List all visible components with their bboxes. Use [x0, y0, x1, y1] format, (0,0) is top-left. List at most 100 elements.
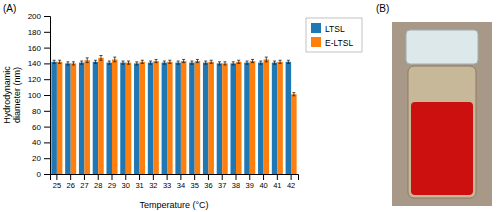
- x-tick-label: 37: [218, 181, 226, 190]
- error-bar-cap: [108, 64, 111, 65]
- error-bar-line: [252, 59, 253, 62]
- error-bar: [66, 62, 69, 65]
- x-tick-mark: [125, 174, 126, 180]
- error-bar-cap: [182, 59, 185, 60]
- error-bar-line: [178, 61, 179, 64]
- y-axis-title-line: diameter (nm): [12, 67, 22, 123]
- error-bar-cap: [232, 64, 235, 65]
- error-bar-cap: [58, 63, 61, 64]
- error-bar: [259, 61, 262, 64]
- x-tick: 42: [287, 174, 295, 190]
- error-bar-cap: [80, 61, 83, 62]
- bar: [126, 63, 132, 174]
- error-bar: [177, 61, 180, 64]
- bar: [286, 62, 292, 174]
- error-bar: [149, 61, 152, 64]
- x-tick-label: 26: [66, 181, 74, 190]
- x-tick-label: 32: [149, 181, 157, 190]
- error-bar-line: [191, 61, 192, 64]
- error-bar-line: [114, 57, 115, 62]
- x-tick: 25: [53, 174, 61, 190]
- y-tick-mark: [44, 79, 50, 80]
- bar: [277, 62, 283, 174]
- bar: [134, 63, 140, 174]
- y-tick-label: 60: [32, 123, 41, 132]
- error-bar-line: [205, 61, 206, 64]
- error-bar-cap: [273, 61, 276, 62]
- x-tick-mark: [291, 174, 292, 180]
- error-bar-line: [224, 62, 225, 65]
- x-tick-mark: [249, 174, 250, 180]
- error-bar-cap: [246, 64, 249, 65]
- error-bar-line: [156, 59, 157, 62]
- error-bar-cap: [292, 95, 295, 96]
- error-bar: [141, 60, 144, 63]
- bar: [106, 63, 112, 174]
- error-bar-cap: [99, 60, 102, 61]
- error-bar-cap: [196, 62, 199, 63]
- panel-label: (B): [376, 3, 389, 14]
- error-bar-cap: [287, 60, 290, 61]
- error-bar-line: [73, 62, 74, 65]
- panel-label: (A): [3, 3, 16, 14]
- x-tick: 27: [80, 174, 88, 190]
- chart: 0204060801001201401601802002526272829303…: [0, 0, 500, 212]
- y-tick: 60: [32, 123, 50, 132]
- error-bar-cap: [141, 60, 144, 61]
- bar: [236, 62, 242, 174]
- x-tick-label: 40: [259, 181, 267, 190]
- error-bar-line: [150, 61, 151, 64]
- y-axis-title-line: Hydrodynamic: [2, 66, 12, 124]
- error-bar-cap: [163, 64, 166, 65]
- error-bar-cap: [127, 64, 130, 65]
- error-bar-cap: [122, 64, 125, 65]
- error-bar-cap: [204, 61, 207, 62]
- error-bar-line: [219, 62, 220, 65]
- x-tick-label: 31: [135, 181, 143, 190]
- error-bar: [53, 60, 56, 63]
- error-bar-line: [59, 60, 60, 63]
- y-tick-mark: [44, 48, 50, 49]
- y-tick-label: 0: [37, 170, 42, 179]
- error-bar-line: [87, 58, 88, 63]
- error-bar: [287, 60, 290, 63]
- x-tick: 33: [163, 174, 171, 190]
- error-bar-cap: [259, 64, 262, 65]
- x-tick-mark: [194, 174, 195, 180]
- x-tick: 30: [122, 174, 130, 190]
- bar: [250, 61, 256, 174]
- error-bar-cap: [86, 57, 89, 58]
- error-bar-line: [293, 93, 294, 96]
- error-bar-line: [67, 62, 68, 65]
- error-bar-cap: [135, 64, 138, 65]
- error-bar-cap: [94, 63, 97, 64]
- y-tick-label: 120: [28, 75, 42, 84]
- x-tick-mark: [222, 174, 223, 180]
- error-bar-cap: [279, 60, 282, 61]
- error-bar-cap: [86, 62, 89, 63]
- bar: [148, 63, 154, 174]
- error-bar-line: [95, 60, 96, 63]
- error-bar-line: [81, 61, 82, 64]
- error-bar-cap: [210, 63, 213, 64]
- legend-swatch: [311, 37, 321, 47]
- error-bar: [223, 62, 226, 65]
- x-tick: 32: [149, 174, 157, 190]
- error-bar-line: [247, 61, 248, 64]
- bar: [79, 63, 85, 174]
- x-tick-mark: [56, 174, 57, 180]
- x-tick-label: 39: [246, 181, 254, 190]
- y-tick-mark: [44, 16, 50, 17]
- x-tick-label: 34: [177, 181, 185, 190]
- error-bar-line: [274, 61, 275, 64]
- error-bar-cap: [122, 61, 125, 62]
- x-tick-label: 42: [287, 181, 295, 190]
- x-tick-label: 36: [204, 181, 212, 190]
- error-bar-cap: [251, 62, 254, 63]
- legend-item: LTSL: [311, 23, 345, 34]
- x-tick-mark: [167, 174, 168, 180]
- error-bar-cap: [80, 64, 83, 65]
- x-tick: 36: [204, 174, 212, 190]
- error-bar-cap: [53, 63, 56, 64]
- bar: [167, 62, 173, 174]
